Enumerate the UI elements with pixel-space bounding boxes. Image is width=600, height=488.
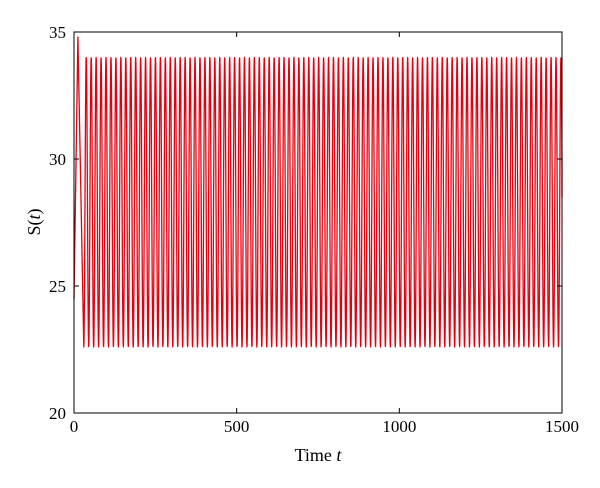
- ticks-layer: 0 500 1000 1500 20 25 30 35: [49, 23, 579, 436]
- y-axis-title: S(t): [24, 208, 45, 235]
- x-axis-title: Time t: [295, 445, 343, 465]
- x-tick-label: 1000: [382, 417, 416, 436]
- series-layer: [73, 36, 563, 348]
- y-tick-label: 20: [49, 404, 66, 423]
- x-tick-label: 500: [224, 417, 250, 436]
- series-line: [73, 36, 563, 348]
- y-tick-label: 25: [49, 277, 66, 296]
- y-tick-label: 35: [49, 23, 66, 42]
- x-tick-label: 1500: [545, 417, 579, 436]
- plot-frame: [73, 31, 563, 414]
- y-tick-label: 30: [49, 150, 66, 169]
- x-tick-label: 0: [70, 417, 79, 436]
